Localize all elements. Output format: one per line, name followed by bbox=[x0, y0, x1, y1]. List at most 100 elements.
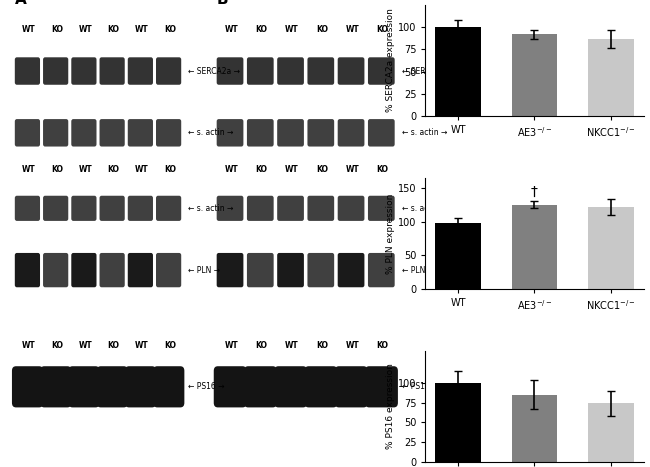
Text: KO: KO bbox=[51, 165, 63, 174]
FancyBboxPatch shape bbox=[216, 119, 243, 147]
Text: KO: KO bbox=[255, 341, 268, 350]
FancyBboxPatch shape bbox=[244, 366, 277, 407]
FancyBboxPatch shape bbox=[12, 366, 43, 407]
Text: WT: WT bbox=[346, 25, 359, 35]
FancyBboxPatch shape bbox=[15, 57, 40, 85]
Text: C: C bbox=[349, 0, 360, 3]
Text: WT: WT bbox=[285, 25, 299, 35]
FancyBboxPatch shape bbox=[15, 119, 40, 147]
Text: KO: KO bbox=[377, 165, 389, 174]
Text: KO: KO bbox=[255, 165, 268, 174]
Text: A: A bbox=[14, 0, 26, 7]
FancyBboxPatch shape bbox=[307, 253, 334, 287]
Bar bbox=[588, 207, 634, 290]
FancyBboxPatch shape bbox=[216, 57, 243, 85]
Text: ← SERCA2a →: ← SERCA2a → bbox=[188, 66, 240, 76]
FancyBboxPatch shape bbox=[277, 253, 304, 287]
Text: ← PS16 →: ← PS16 → bbox=[402, 382, 438, 391]
Text: WT: WT bbox=[224, 165, 239, 174]
FancyBboxPatch shape bbox=[247, 196, 274, 221]
Text: WT: WT bbox=[224, 25, 239, 35]
FancyBboxPatch shape bbox=[277, 57, 304, 85]
Text: ← PLN →: ← PLN → bbox=[402, 266, 434, 275]
FancyBboxPatch shape bbox=[72, 196, 96, 221]
FancyBboxPatch shape bbox=[368, 119, 395, 147]
Y-axis label: % PLN expression: % PLN expression bbox=[386, 193, 395, 274]
Bar bbox=[512, 395, 557, 462]
FancyBboxPatch shape bbox=[216, 196, 243, 221]
FancyBboxPatch shape bbox=[128, 253, 153, 287]
FancyBboxPatch shape bbox=[156, 119, 181, 147]
Bar bbox=[588, 403, 634, 462]
FancyBboxPatch shape bbox=[97, 366, 128, 407]
FancyBboxPatch shape bbox=[43, 196, 68, 221]
Text: KO: KO bbox=[377, 341, 389, 350]
FancyBboxPatch shape bbox=[99, 253, 125, 287]
FancyBboxPatch shape bbox=[15, 253, 40, 287]
FancyBboxPatch shape bbox=[128, 196, 153, 221]
Y-axis label: % SERCA2a expression: % SERCA2a expression bbox=[386, 8, 395, 113]
FancyBboxPatch shape bbox=[307, 119, 334, 147]
Text: ← PS16 →: ← PS16 → bbox=[188, 382, 224, 391]
Bar bbox=[436, 223, 481, 290]
Text: KO: KO bbox=[107, 341, 120, 350]
Text: KO: KO bbox=[255, 25, 268, 35]
FancyBboxPatch shape bbox=[72, 57, 96, 85]
Text: WT: WT bbox=[135, 341, 148, 350]
Text: ← PLN →: ← PLN → bbox=[188, 266, 220, 275]
FancyBboxPatch shape bbox=[247, 253, 274, 287]
Text: KO: KO bbox=[51, 341, 63, 350]
Text: KO: KO bbox=[164, 341, 176, 350]
FancyBboxPatch shape bbox=[156, 57, 181, 85]
Bar bbox=[512, 34, 557, 116]
Bar bbox=[588, 39, 634, 116]
Text: ← SERCA2a →: ← SERCA2a → bbox=[402, 66, 454, 76]
FancyBboxPatch shape bbox=[43, 119, 68, 147]
FancyBboxPatch shape bbox=[68, 366, 99, 407]
FancyBboxPatch shape bbox=[368, 253, 395, 287]
FancyBboxPatch shape bbox=[156, 253, 181, 287]
Text: B: B bbox=[216, 0, 228, 7]
FancyBboxPatch shape bbox=[304, 366, 337, 407]
FancyBboxPatch shape bbox=[128, 57, 153, 85]
FancyBboxPatch shape bbox=[128, 119, 153, 147]
FancyBboxPatch shape bbox=[153, 366, 185, 407]
Text: KO: KO bbox=[377, 25, 389, 35]
Text: WT: WT bbox=[346, 165, 359, 174]
Text: KO: KO bbox=[316, 165, 328, 174]
Text: WT: WT bbox=[22, 165, 36, 174]
FancyBboxPatch shape bbox=[365, 366, 398, 407]
Text: KO: KO bbox=[164, 25, 176, 35]
Y-axis label: % PS16 expression: % PS16 expression bbox=[386, 364, 395, 449]
Text: KO: KO bbox=[51, 25, 63, 35]
FancyBboxPatch shape bbox=[368, 196, 395, 221]
FancyBboxPatch shape bbox=[99, 119, 125, 147]
FancyBboxPatch shape bbox=[99, 57, 125, 85]
FancyBboxPatch shape bbox=[277, 119, 304, 147]
FancyBboxPatch shape bbox=[72, 119, 96, 147]
FancyBboxPatch shape bbox=[368, 57, 395, 85]
FancyBboxPatch shape bbox=[277, 196, 304, 221]
Text: WT: WT bbox=[78, 25, 92, 35]
Text: WT: WT bbox=[285, 341, 299, 350]
FancyBboxPatch shape bbox=[43, 253, 68, 287]
FancyBboxPatch shape bbox=[335, 366, 368, 407]
FancyBboxPatch shape bbox=[307, 196, 334, 221]
Text: WT: WT bbox=[285, 165, 299, 174]
Text: †: † bbox=[531, 185, 538, 199]
FancyBboxPatch shape bbox=[216, 253, 243, 287]
Text: KO: KO bbox=[107, 25, 120, 35]
Text: KO: KO bbox=[316, 341, 328, 350]
FancyBboxPatch shape bbox=[338, 253, 365, 287]
Text: WT: WT bbox=[135, 165, 148, 174]
Text: WT: WT bbox=[224, 341, 239, 350]
Text: WT: WT bbox=[78, 341, 92, 350]
Text: KO: KO bbox=[316, 25, 328, 35]
FancyBboxPatch shape bbox=[99, 196, 125, 221]
Bar bbox=[436, 27, 481, 116]
Text: KO: KO bbox=[107, 165, 120, 174]
FancyBboxPatch shape bbox=[125, 366, 156, 407]
FancyBboxPatch shape bbox=[338, 196, 365, 221]
Text: ← s. actin →: ← s. actin → bbox=[402, 204, 447, 213]
Text: WT: WT bbox=[135, 25, 148, 35]
